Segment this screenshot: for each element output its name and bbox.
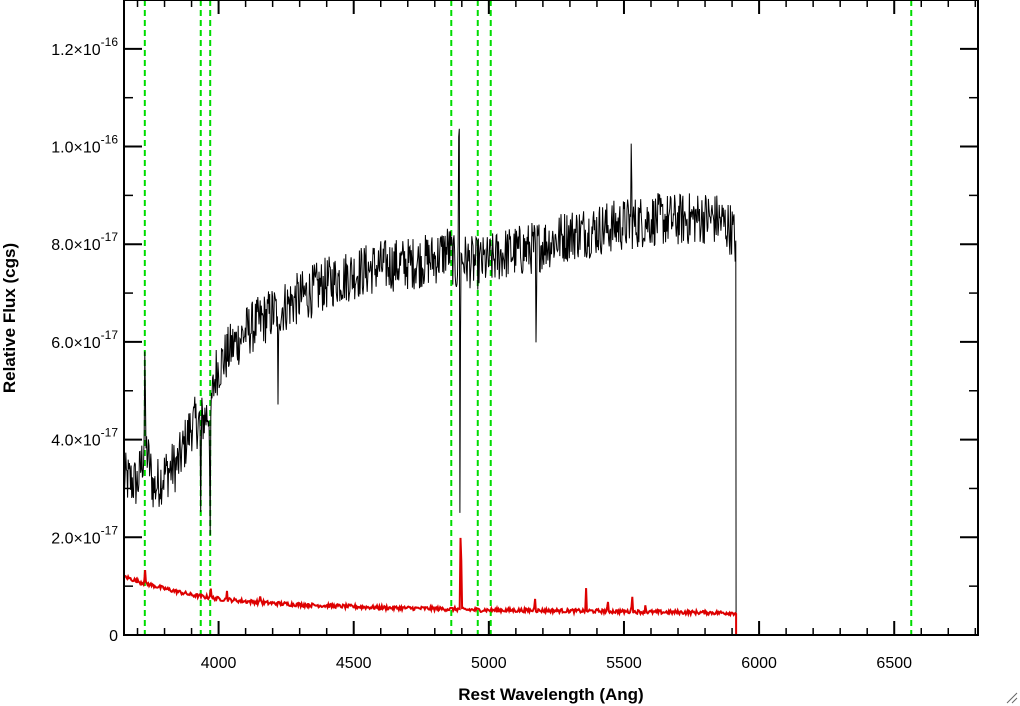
spectrum-line-model [123, 537, 978, 636]
y-tick-label: 2.0×10-17 [51, 523, 118, 547]
y-tick-label: 6.0×10-17 [51, 328, 118, 352]
y-axis-title: Relative Flux (cgs) [0, 243, 19, 393]
x-axis-title: Rest Wavelength (Ang) [458, 685, 643, 704]
x-tick-labels: 4000 4500 5000 5500 6000 6500 [201, 655, 912, 672]
x-tick-label: 6000 [741, 655, 777, 672]
y-tick-labels: 0 2.0×10-17 4.0×10-17 6.0×10-17 8.0×10-17 1.0… [51, 35, 118, 645]
y-tick-label: 4.0×10-17 [51, 426, 118, 450]
x-tick-label: 5000 [471, 655, 507, 672]
plot-frame [123, 0, 979, 636]
y-tick-label: 8.0×10-17 [51, 230, 118, 254]
x-tick-label: 4000 [201, 655, 237, 672]
x-tick-label: 4500 [336, 655, 372, 672]
spectrum-line-observed [123, 128, 978, 636]
y-tick-label: 0 [109, 628, 118, 645]
series-layer [123, 128, 978, 636]
x-tick-label: 6500 [876, 655, 912, 672]
y-tick-label: 1.0×10-16 [51, 133, 118, 157]
x-tick-label: 5500 [606, 655, 642, 672]
resize-grip-icon[interactable] [1004, 690, 1018, 704]
axis-ticks [124, 0, 978, 636]
y-tick-label: 1.2×10-16 [51, 35, 118, 59]
reference-lines [143, 0, 913, 635]
